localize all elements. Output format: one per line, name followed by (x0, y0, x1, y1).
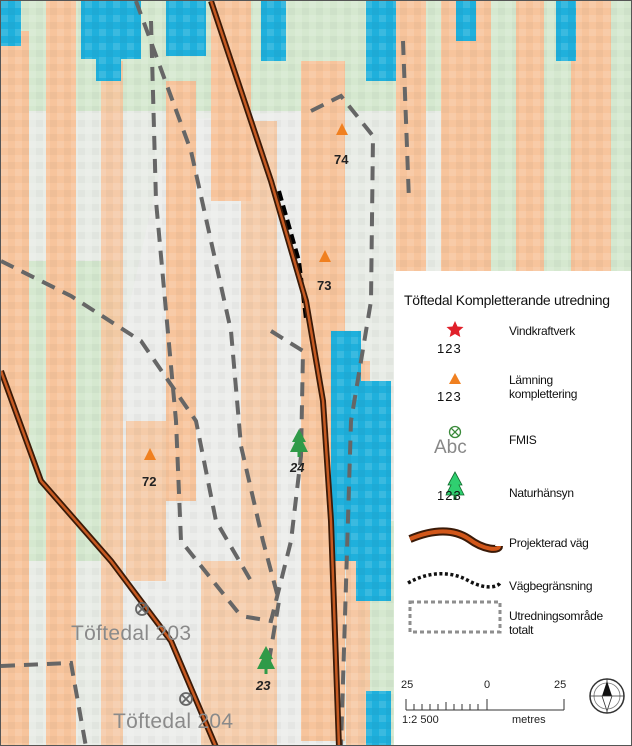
site-24-label: 24 (290, 460, 305, 475)
map-legend: Töftedal Kompletterande utredning 123 12… (394, 271, 631, 745)
dashed-rectangle-icon (408, 600, 502, 634)
legend-label-vindkraftverk: Vindkraftverk (509, 324, 575, 338)
site-74-label: 74 (334, 152, 349, 167)
legend-numbers-vindkraftverk: 123 (437, 341, 462, 356)
scalebar-ruler (405, 699, 565, 711)
site-23-label: 23 (256, 678, 271, 693)
legend-label-lamning: Lämning komplettering (509, 373, 578, 401)
scalebar-tick-right: 25 (554, 679, 567, 691)
investigation-boundaries (1, 1, 411, 745)
scalebar-tick-zero: 0 (484, 679, 491, 691)
site-24-tree-icon[interactable] (290, 429, 308, 457)
north-arrow-icon[interactable] (587, 676, 627, 716)
legend-title: Töftedal Kompletterande utredning (404, 292, 610, 308)
orange-triangle-icon (449, 373, 461, 384)
site-73-label: 73 (317, 278, 332, 293)
site-23-tree-icon[interactable] (257, 646, 275, 674)
legend-label-utredningsomrade: Utredningsområde totalt (509, 609, 603, 637)
fmis-204-icon[interactable] (179, 692, 193, 706)
legend-label-fmis: FMIS (509, 433, 537, 447)
green-tree-icon (445, 471, 465, 500)
circle-cross-icon (448, 425, 462, 439)
fmis-203-icon[interactable] (135, 602, 149, 616)
legend-symbols (407, 321, 503, 634)
projected-roads (1, 1, 342, 745)
site-73-marker[interactable] (319, 250, 331, 262)
scalebar-ratio: 1:2 500 (402, 714, 439, 726)
scalebar-unit: metres (512, 714, 546, 726)
legend-abc-text: Abc (434, 437, 467, 458)
legend-label-naturhansyn: Naturhänsyn (509, 486, 574, 500)
legend-label-vagbegransning: Vägbegränsning (509, 579, 593, 593)
place-name-toftedal-203: Töftedal 203 (71, 622, 192, 645)
site-72-marker[interactable] (144, 448, 156, 460)
legend-numbers-lamning: 123 (437, 389, 462, 404)
site-72-label: 72 (142, 474, 157, 489)
legend-label-projekterad-vag: Projekterad väg (509, 536, 589, 550)
site-74-marker[interactable] (336, 123, 348, 135)
scalebar-tick-left: 25 (401, 679, 414, 691)
dotted-line-icon (407, 572, 502, 589)
red-star-icon (446, 321, 464, 337)
legend-numbers-naturhansyn: 123 (437, 488, 462, 503)
place-name-toftedal-204: Töftedal 204 (113, 710, 234, 733)
